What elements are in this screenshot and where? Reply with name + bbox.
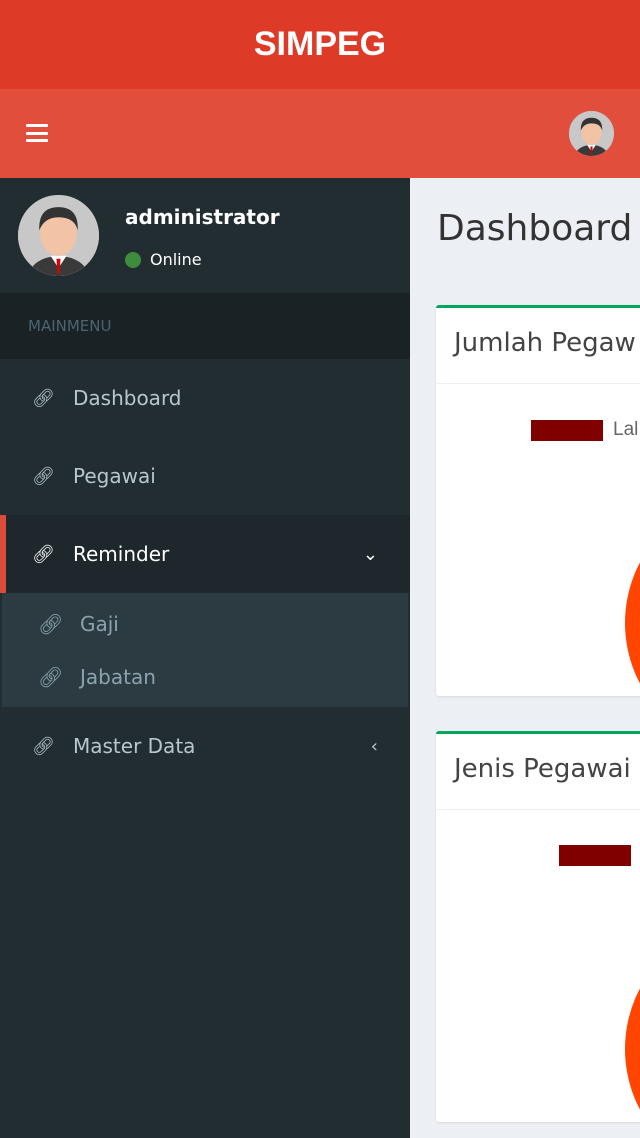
pie-slice[interactable] (625, 493, 640, 696)
submenu-item-label: Gaji (80, 611, 119, 636)
pie-slice[interactable] (625, 919, 640, 1122)
chevron-left-icon: ‹ (370, 735, 378, 757)
link-icon: 🔗︎ (32, 543, 55, 565)
chart-legend[interactable]: Lal (531, 419, 638, 441)
submenu-item-label: Jabatan (80, 664, 156, 689)
card-title: Jumlah Pegaw (436, 308, 640, 384)
jumlah-pegawai-card: Jumlah Pegaw Lal (436, 305, 640, 696)
legend-swatch (531, 419, 603, 441)
submenu-item-jabatan[interactable]: 🔗︎ Jabatan (2, 650, 408, 703)
jenis-pegawai-card: Jenis Pegawai (436, 731, 640, 1122)
submenu-item-gaji[interactable]: 🔗︎ Gaji (2, 597, 408, 650)
sidebar-item-master-data[interactable]: 🔗︎ Master Data ‹ (0, 707, 410, 785)
sidebar-item-label: Master Data (73, 734, 196, 758)
link-icon: 🔗︎ (32, 465, 55, 487)
legend-label: Lal (613, 419, 639, 440)
sidebar: administrator Online MAINMENU 🔗︎ Dashboar… (0, 178, 410, 1138)
reminder-submenu: 🔗︎ Gaji 🔗︎ Jabatan (2, 593, 408, 707)
sidebar-item-label: Pegawai (73, 464, 156, 488)
top-navbar (0, 89, 640, 178)
chevron-down-icon: ⌄ (362, 543, 378, 565)
sidebar-header: MAINMENU (0, 293, 410, 359)
link-icon: 🔗︎ (38, 664, 64, 689)
status-text: Online (150, 250, 202, 269)
sidebar-item-label: Dashboard (73, 386, 182, 410)
user-avatar (18, 195, 99, 276)
sidebar-item-reminder[interactable]: 🔗︎ Reminder ⌄ (0, 515, 410, 593)
user-panel: administrator Online (0, 178, 410, 293)
sidebar-item-dashboard[interactable]: 🔗︎ Dashboard (0, 359, 410, 437)
user-name: administrator (125, 205, 280, 229)
app-title: SIMPEG (0, 0, 640, 89)
user-avatar-button[interactable] (569, 111, 614, 156)
chart-legend[interactable] (559, 845, 631, 866)
sidebar-item-label: Reminder (73, 542, 170, 566)
legend-swatch (559, 845, 631, 866)
user-status: Online (125, 250, 202, 269)
link-icon: 🔗︎ (32, 387, 55, 409)
link-icon: 🔗︎ (38, 611, 64, 636)
sidebar-item-pegawai[interactable]: 🔗︎ Pegawai (0, 437, 410, 515)
main-content: Dashboard Jumlah Pegaw Lal Jenis Pegawai (410, 178, 640, 1138)
online-dot-icon (125, 251, 141, 268)
card-title: Jenis Pegawai (436, 734, 640, 810)
link-icon: 🔗︎ (32, 735, 55, 757)
page-title: Dashboard (437, 208, 633, 249)
menu-toggle-icon[interactable] (26, 124, 48, 142)
